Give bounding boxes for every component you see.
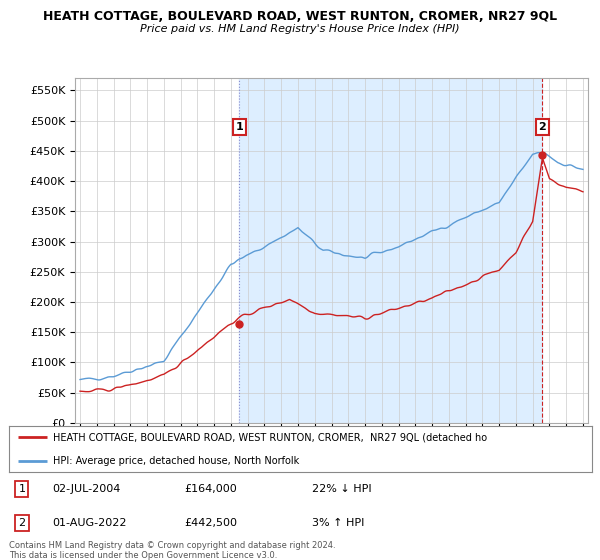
- Text: 2: 2: [539, 122, 546, 132]
- Text: Contains HM Land Registry data © Crown copyright and database right 2024.
This d: Contains HM Land Registry data © Crown c…: [9, 541, 335, 560]
- Text: 3% ↑ HPI: 3% ↑ HPI: [312, 517, 365, 528]
- Text: £164,000: £164,000: [184, 484, 237, 494]
- Text: £442,500: £442,500: [184, 517, 237, 528]
- Text: HEATH COTTAGE, BOULEVARD ROAD, WEST RUNTON, CROMER, NR27 9QL: HEATH COTTAGE, BOULEVARD ROAD, WEST RUNT…: [43, 10, 557, 23]
- Text: HPI: Average price, detached house, North Norfolk: HPI: Average price, detached house, Nort…: [53, 456, 299, 466]
- Bar: [239, 78, 542, 423]
- Text: Price paid vs. HM Land Registry's House Price Index (HPI): Price paid vs. HM Land Registry's House …: [140, 24, 460, 34]
- Text: 2: 2: [18, 517, 25, 528]
- Text: 1: 1: [235, 122, 243, 132]
- Text: 22% ↓ HPI: 22% ↓ HPI: [312, 484, 372, 494]
- Text: HEATH COTTAGE, BOULEVARD ROAD, WEST RUNTON, CROMER,  NR27 9QL (detached ho: HEATH COTTAGE, BOULEVARD ROAD, WEST RUNT…: [53, 432, 487, 442]
- Text: 01-AUG-2022: 01-AUG-2022: [53, 517, 127, 528]
- Text: 1: 1: [19, 484, 25, 494]
- Text: 02-JUL-2004: 02-JUL-2004: [53, 484, 121, 494]
